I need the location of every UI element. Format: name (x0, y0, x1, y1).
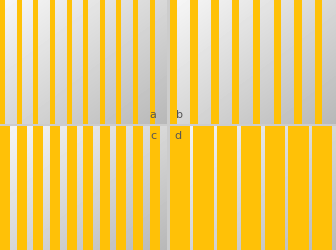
Text: c: c (150, 131, 156, 141)
Bar (294, 0, 302, 124)
Bar (265, 126, 285, 250)
Bar (211, 0, 218, 124)
Bar (217, 126, 238, 250)
Bar (232, 0, 239, 124)
Bar (33, 126, 43, 250)
Bar (67, 0, 72, 124)
Bar (241, 126, 261, 250)
Bar (150, 126, 160, 250)
Bar (0, 126, 10, 250)
Bar (50, 0, 55, 124)
Bar (67, 126, 77, 250)
Bar (100, 126, 110, 250)
Text: b: b (176, 110, 183, 120)
Bar (83, 0, 88, 124)
Bar (17, 126, 27, 250)
Bar (194, 126, 214, 250)
Bar (315, 0, 323, 124)
Bar (0, 0, 5, 124)
Bar (116, 0, 121, 124)
Bar (83, 126, 93, 250)
Bar (133, 126, 143, 250)
Bar (170, 126, 190, 250)
Bar (150, 0, 155, 124)
Text: a: a (150, 110, 157, 120)
Bar (50, 126, 60, 250)
Bar (274, 0, 281, 124)
Bar (33, 0, 38, 124)
Bar (133, 0, 138, 124)
Bar (100, 0, 105, 124)
Bar (170, 0, 177, 124)
Bar (289, 126, 309, 250)
Bar (116, 126, 126, 250)
Bar (191, 0, 198, 124)
Bar (253, 0, 260, 124)
Bar (17, 0, 22, 124)
Text: d: d (174, 131, 181, 141)
Bar (312, 126, 332, 250)
